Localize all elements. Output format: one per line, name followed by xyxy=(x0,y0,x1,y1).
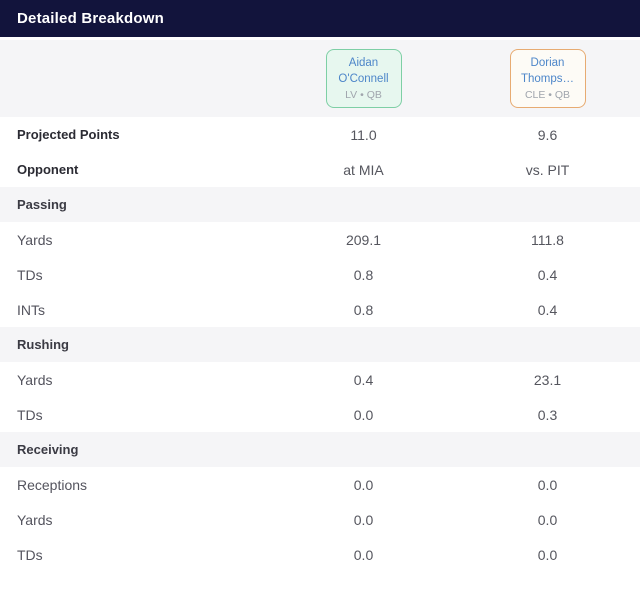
stat-value-player-2: 9.6 xyxy=(537,126,558,143)
stat-value-player-1: 0.0 xyxy=(353,406,374,423)
player-team-position: CLE • QB xyxy=(524,89,571,102)
stat-row-ints: INTs 0.8 0.4 xyxy=(0,292,640,327)
stat-row-tds: TDs 0.8 0.4 xyxy=(0,257,640,292)
player-card-aidan-o-connell[interactable]: Aidan O'Connell LV • QB xyxy=(325,48,402,109)
stat-label: Yards xyxy=(17,511,53,528)
stat-row-yards: Yards 0.0 0.0 xyxy=(0,502,640,537)
stat-row-yards: Yards 0.4 23.1 xyxy=(0,362,640,397)
stat-label: Yards xyxy=(17,231,53,248)
stat-value-player-1: 0.4 xyxy=(353,371,374,388)
stat-label: TDs xyxy=(17,546,43,563)
stat-value-player-1: 209.1 xyxy=(345,231,382,248)
player-header-row: Aidan O'Connell LV • QB Dorian Thomps… CLE … xyxy=(0,40,640,117)
stat-value-player-1: 0.0 xyxy=(353,511,374,528)
stat-row-tds: TDs 0.0 0.3 xyxy=(0,397,640,432)
panel-title: Detailed Breakdown xyxy=(17,10,164,27)
stat-value-player-2: 0.0 xyxy=(537,511,558,528)
player-column-2: Dorian Thomps… CLE • QB xyxy=(455,48,640,109)
stat-row-tds: TDs 0.0 0.0 xyxy=(0,537,640,572)
stat-row-projected-points: Projected Points 11.0 9.6 xyxy=(0,117,640,152)
section-label: Passing xyxy=(17,197,67,212)
stat-row-yards: Yards 209.1 111.8 xyxy=(0,222,640,257)
section-label: Rushing xyxy=(17,337,69,352)
stats-table-body: Projected Points 11.0 9.6 Opponent at MIA vs.… xyxy=(0,117,640,572)
stat-value-player-2: 0.0 xyxy=(537,546,558,563)
section-row-rushing: Rushing xyxy=(0,327,640,362)
player-card-dorian-thomps[interactable]: Dorian Thomps… CLE • QB xyxy=(509,48,586,109)
stat-value-player-2: 111.8 xyxy=(531,231,564,248)
stat-label: TDs xyxy=(17,406,43,423)
stat-value-player-1: 0.8 xyxy=(353,301,374,318)
stat-value-player-2: vs. PIT xyxy=(525,161,570,178)
stat-label: Opponent xyxy=(17,162,79,177)
section-label: Receiving xyxy=(17,442,79,457)
title-divider xyxy=(0,37,640,40)
player-name: Aidan O'Connell xyxy=(338,56,389,85)
stat-row-opponent: Opponent at MIA vs. PIT xyxy=(0,152,640,187)
player-name: Dorian Thomps… xyxy=(520,56,575,85)
stat-value-player-1: 0.8 xyxy=(353,266,374,283)
stat-value-player-1: 11.0 xyxy=(350,126,377,143)
stat-label: Projected Points xyxy=(17,127,120,142)
stat-value-player-2: 23.1 xyxy=(533,371,562,388)
player-column-1: Aidan O'Connell LV • QB xyxy=(272,48,455,109)
stat-label: Yards xyxy=(17,371,53,388)
stat-value-player-1: 0.0 xyxy=(353,476,374,493)
player-team-position: LV • QB xyxy=(345,89,382,102)
stat-label: Receptions xyxy=(17,476,88,493)
stat-value-player-2: 0.0 xyxy=(537,476,558,493)
stat-value-player-2: 0.4 xyxy=(537,266,558,283)
stat-value-player-1: 0.0 xyxy=(353,546,374,563)
panel-title-bar: Detailed Breakdown xyxy=(0,0,640,37)
stat-row-receptions: Receptions 0.0 0.0 xyxy=(0,467,640,502)
stat-label: TDs xyxy=(17,266,43,283)
section-row-passing: Passing xyxy=(0,187,640,222)
stat-value-player-2: 0.4 xyxy=(537,301,558,318)
stat-value-player-2: 0.3 xyxy=(537,406,558,423)
section-row-receiving: Receiving xyxy=(0,432,640,467)
stat-value-player-1: at MIA xyxy=(343,161,384,178)
stat-label: INTs xyxy=(17,301,45,318)
